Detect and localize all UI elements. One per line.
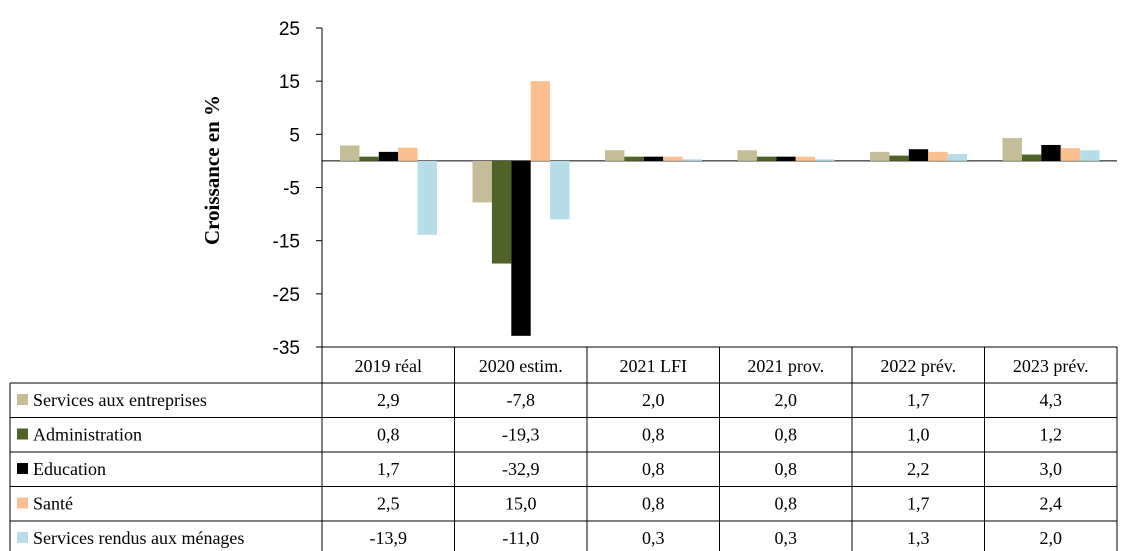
legend-label: Services aux entreprises <box>33 390 207 410</box>
data-label: 0,8 <box>642 459 665 479</box>
bar-administration <box>491 160 512 264</box>
data-label: -13,9 <box>370 528 408 548</box>
y-tick-label: -15 <box>273 232 300 253</box>
data-label: 0,8 <box>775 425 798 445</box>
y-tick-label: -5 <box>283 179 300 200</box>
bar-education <box>908 149 929 161</box>
data-label: 0,3 <box>642 528 665 548</box>
bar-services-rendus-aux-menages <box>417 160 437 235</box>
x-category-label: 2021 LFI <box>620 356 688 376</box>
bar-services-aux-entreprises <box>340 145 360 161</box>
legend-swatch-education <box>17 463 28 474</box>
x-category-label: 2023 prév. <box>1013 356 1089 376</box>
legend-label: Santé <box>33 494 73 514</box>
data-label: 0,3 <box>775 528 798 548</box>
data-label: 2,0 <box>1040 528 1063 548</box>
data-label: 1,7 <box>377 459 400 479</box>
data-label: 0,8 <box>642 494 665 514</box>
bar-education <box>776 156 796 161</box>
data-label: 1,7 <box>907 494 930 514</box>
data-label: -32,9 <box>502 459 540 479</box>
data-label: 0,8 <box>377 425 400 445</box>
x-category-label: 2022 prév. <box>880 356 956 376</box>
data-label: 2,5 <box>377 494 400 514</box>
data-label: 1,3 <box>907 528 930 548</box>
data-label: -7,8 <box>507 390 536 410</box>
data-label: 2,0 <box>642 390 665 410</box>
bar-education <box>643 156 664 161</box>
bar-services-rendus-aux-menages <box>682 159 702 161</box>
bar-education <box>378 151 399 161</box>
bar-administration <box>889 155 909 161</box>
bar-sante <box>663 156 683 161</box>
data-label: 2,0 <box>775 390 798 410</box>
bar-services-rendus-aux-menages <box>550 160 570 220</box>
y-axis-title: Croissance en % <box>200 95 224 245</box>
bar-services-rendus-aux-menages <box>947 154 967 161</box>
bar-sante <box>795 156 816 161</box>
bar-services-rendus-aux-menages <box>1080 150 1100 161</box>
y-tick-label: -25 <box>273 285 300 306</box>
data-label: 0,8 <box>775 494 798 514</box>
data-label: 2,4 <box>1040 494 1063 514</box>
bar-administration <box>624 156 644 161</box>
legend-label: Education <box>33 459 106 479</box>
bar-services-aux-entreprises <box>472 160 492 203</box>
y-tick-label: 15 <box>279 72 300 93</box>
data-label: 3,0 <box>1040 459 1063 479</box>
x-category-label: 2021 prov. <box>747 356 824 376</box>
x-category-label: 2020 estim. <box>479 356 563 376</box>
bar-education <box>1041 144 1061 161</box>
bar-services-aux-entreprises <box>737 150 757 161</box>
y-tick-label: 5 <box>289 125 300 146</box>
data-label: 2,9 <box>377 390 400 410</box>
legend-swatch-sante <box>17 497 28 509</box>
bar-services-rendus-aux-menages <box>815 159 835 161</box>
bar-sante <box>928 151 948 161</box>
bar-services-aux-entreprises <box>1002 138 1022 161</box>
data-label: 0,8 <box>775 459 798 479</box>
data-table: 2019 réal 2020 estim. 2021 LFI 2021 prov. 20… <box>9 346 1118 551</box>
x-category-label: 2019 réal <box>355 356 422 376</box>
bar-administration <box>756 156 777 161</box>
bars <box>340 81 1100 336</box>
data-label: 1,0 <box>907 425 930 445</box>
bar-administration <box>1021 154 1042 161</box>
data-label: 2,2 <box>907 459 930 479</box>
legend-swatch-services-aux-entreprises <box>17 394 28 405</box>
bar-services-aux-entreprises <box>870 151 890 161</box>
data-label: 1,7 <box>907 390 930 410</box>
data-label: 0,8 <box>642 425 665 445</box>
data-label: 1,2 <box>1040 425 1063 445</box>
data-label: -11,0 <box>502 528 539 548</box>
bar-administration <box>359 156 379 161</box>
data-label: 15,0 <box>505 494 537 514</box>
bar-services-aux-entreprises <box>605 150 625 161</box>
bar-sante <box>530 81 551 161</box>
bar-sante <box>1060 148 1081 161</box>
legend-label: Services rendus aux ménages <box>33 528 244 548</box>
legend-swatch-services-rendus-aux-menages <box>17 532 28 543</box>
legend-swatch-administration <box>17 428 28 440</box>
bar-sante <box>398 147 418 161</box>
y-axis: 25 15 5 -5 -15 -25 -35 <box>273 19 1117 359</box>
data-label: 4,3 <box>1040 390 1063 410</box>
legend-label: Administration <box>33 425 142 445</box>
bar-education <box>511 160 531 336</box>
y-tick-label: 25 <box>279 19 300 40</box>
data-label: -19,3 <box>502 425 540 445</box>
y-tick-label: -35 <box>273 338 300 359</box>
